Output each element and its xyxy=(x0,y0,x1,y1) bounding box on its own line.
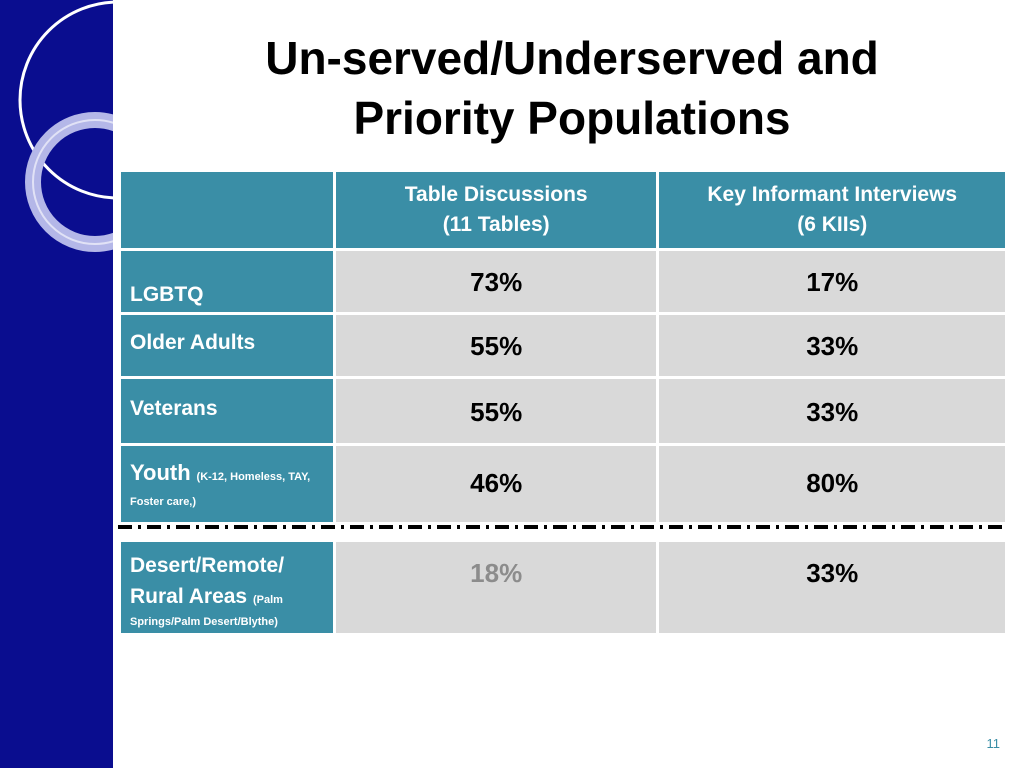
table-cell: 17% xyxy=(659,251,1005,312)
title-line-1: Un-served/Underserved and xyxy=(265,32,879,84)
header-sublabel: (11 Tables) xyxy=(442,213,550,236)
row-label: Older Adults xyxy=(130,331,256,354)
row-label: Youth (K-12, Homeless, TAY, Foster care,… xyxy=(130,460,311,509)
header-empty-cell xyxy=(121,172,333,248)
small-ring-outline-icon xyxy=(32,119,113,245)
decorative-rings xyxy=(18,0,113,252)
table-row: Youth (K-12, Homeless, TAY, Foster care,… xyxy=(121,446,1005,522)
header-label: Key Informant Interviews xyxy=(707,183,958,206)
table-cell: 33% xyxy=(659,315,1005,376)
table-row: Older Adults 55% 33% xyxy=(121,315,1005,376)
table-row: Veterans 55% 33% xyxy=(121,379,1005,443)
header-sublabel: (6 KIIs) xyxy=(797,213,868,236)
populations-table: Table Discussions (11 Tables) Key Inform… xyxy=(118,169,1008,636)
row-label-youth: Youth (K-12, Homeless, TAY, Foster care,… xyxy=(121,446,333,522)
row-label-desert-remote-rural: Desert/Remote/ Rural Areas (Palm Springs… xyxy=(121,542,333,633)
page-number: 11 xyxy=(986,736,1001,751)
row-sublabel: (K-12, Homeless, TAY, Foster care,) xyxy=(130,471,311,508)
table-cell: 55% xyxy=(335,315,657,376)
row-label-older-adults: Older Adults xyxy=(121,315,333,376)
table-header-row: Table Discussions (11 Tables) Key Inform… xyxy=(121,172,1005,248)
row-label-veterans: Veterans xyxy=(121,379,333,443)
header-label: Table Discussions xyxy=(404,183,588,206)
table-cell: 55% xyxy=(335,379,657,443)
table-row: Desert/Remote/ Rural Areas (Palm Springs… xyxy=(121,542,1005,633)
table-cell: 46% xyxy=(335,446,657,522)
table-cell: 73% xyxy=(335,251,657,312)
row-label: Veterans xyxy=(130,397,218,420)
title-line-2: Priority Populations xyxy=(353,92,791,144)
row-label-lgbtq: LGBTQ xyxy=(121,251,333,312)
row-sublabel: Springs/Palm Desert/Blythe) xyxy=(130,616,278,628)
table-row: LGBTQ 73% 17% xyxy=(121,251,1005,312)
table-cell: 33% xyxy=(659,542,1005,633)
slide-title: Un-served/Underserved and Priority Popul… xyxy=(130,28,1014,148)
row-label: LGBTQ xyxy=(130,283,204,306)
row-label: Desert/Remote/ Rural Areas (Palm Springs… xyxy=(130,542,333,629)
table-cell: 18% xyxy=(335,542,657,633)
row-sublabel: (Palm xyxy=(252,594,283,606)
table-cell: 80% xyxy=(659,446,1005,522)
sidebar-decoration xyxy=(0,0,113,768)
small-ring-icon xyxy=(25,112,113,252)
header-key-informant-interviews: Key Informant Interviews (6 KIIs) xyxy=(659,172,1005,248)
dashed-divider xyxy=(118,525,1008,529)
header-table-discussions: Table Discussions (11 Tables) xyxy=(335,172,657,248)
large-ring-icon xyxy=(18,0,113,200)
table-cell: 33% xyxy=(659,379,1005,443)
